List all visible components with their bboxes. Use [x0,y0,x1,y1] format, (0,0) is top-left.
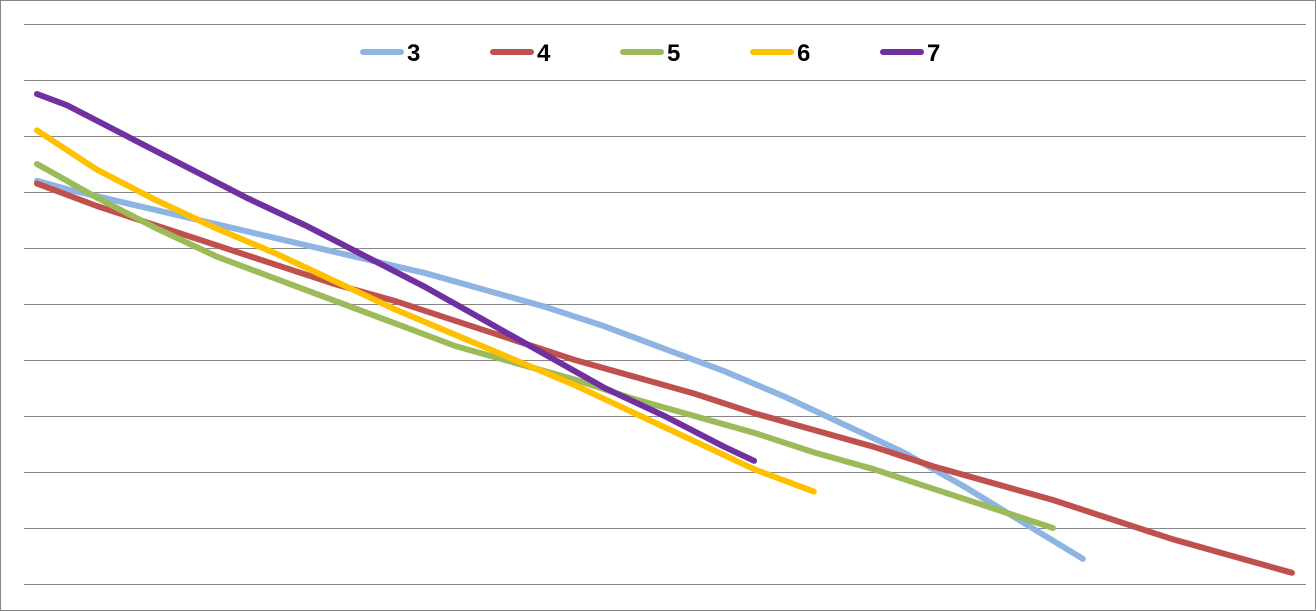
legend-label-3: 3 [407,40,420,67]
legend-item-5: 5 [620,40,680,67]
gridlines [24,24,1306,585]
series-lines [34,91,1295,576]
series-line-4 [34,180,1295,576]
legend-label-4: 4 [537,40,551,67]
legend-item-3: 3 [360,40,420,67]
legend-label-6: 6 [797,40,810,67]
legend-item-4: 4 [490,40,551,67]
series-line-7 [34,91,758,464]
legend: 3 4 5 6 7 [360,40,940,67]
series-line-6 [34,127,817,495]
legend-label-7: 7 [927,40,940,67]
legend-item-6: 6 [750,40,810,67]
legend-item-7: 7 [880,40,940,67]
legend-label-5: 5 [667,40,680,67]
